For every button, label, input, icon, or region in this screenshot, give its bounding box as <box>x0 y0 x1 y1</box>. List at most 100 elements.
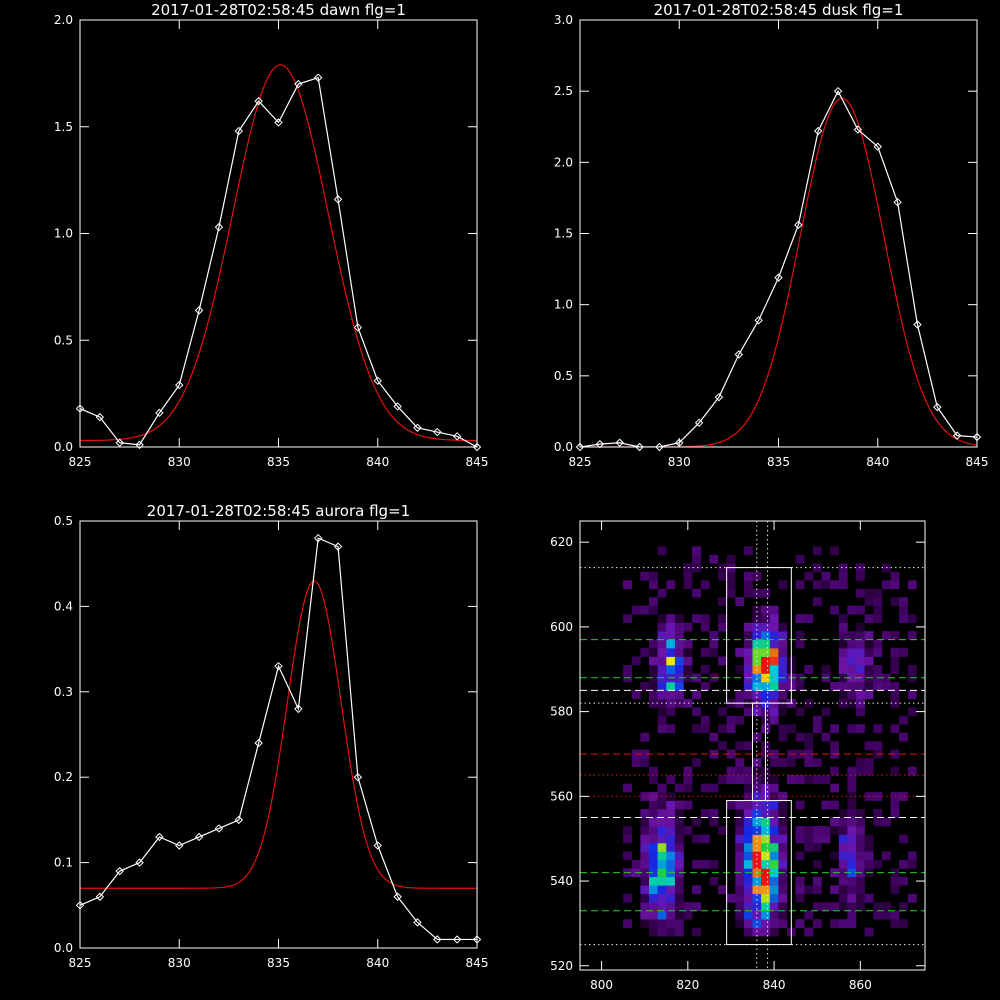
heatmap-cell <box>769 817 779 827</box>
heatmap-cell <box>743 800 753 810</box>
heatmap-cell <box>795 554 805 564</box>
heatmap-cell <box>864 639 874 649</box>
heatmap-cell <box>666 631 676 640</box>
heatmap-cell <box>830 902 839 911</box>
heatmap-cell <box>683 580 693 590</box>
heatmap-cell <box>649 766 658 776</box>
chart-title: 2017-01-28T02:58:45 aurora flg=1 <box>147 502 410 520</box>
x-tick-label: 840 <box>366 956 389 970</box>
heatmap-cell <box>657 885 667 895</box>
data-point <box>175 841 184 850</box>
heatmap-cell <box>743 682 753 691</box>
heatmap-cell <box>838 563 848 573</box>
heatmap-cell <box>726 775 736 784</box>
heatmap-cell <box>769 622 779 632</box>
heatmap-cell <box>666 826 676 835</box>
heatmap-cell <box>830 783 839 793</box>
heatmap-cell <box>657 690 667 700</box>
heatmap-cell <box>726 749 736 759</box>
heatmap-cell <box>838 859 848 869</box>
x-tick-label: 835 <box>767 455 790 469</box>
heatmap-cell <box>899 614 908 623</box>
heatmap-cell <box>890 665 900 674</box>
heatmap-cell <box>795 732 805 742</box>
heatmap-cell <box>752 842 762 852</box>
heatmap-cell <box>649 868 658 878</box>
data-point <box>194 832 204 842</box>
heatmap-cell <box>812 885 822 895</box>
heatmap-cell <box>666 919 676 928</box>
heatmap-cell <box>873 817 883 827</box>
heatmap-cell <box>769 800 779 810</box>
heatmap-cell <box>769 919 779 928</box>
heatmap-cell <box>821 732 831 742</box>
heatmap-cell <box>683 673 693 683</box>
heatmap-cell <box>838 893 848 903</box>
heatmap-cell <box>674 809 684 818</box>
heatmap-cell <box>795 631 805 640</box>
heatmap-cell <box>640 749 650 759</box>
heatmap-cell <box>890 656 900 666</box>
heatmap-cell <box>683 766 693 776</box>
chart-title: 2017-01-28T02:58:45 dawn flg=1 <box>151 1 406 19</box>
heatmap-cell <box>907 614 917 623</box>
heatmap-cell <box>683 622 693 632</box>
heatmap-cell <box>640 859 650 869</box>
heatmap-cell <box>735 834 745 844</box>
heatmap-cell <box>899 919 908 928</box>
heatmap-cell <box>795 876 805 886</box>
data-point <box>333 195 343 204</box>
heatmap-cell <box>700 682 710 691</box>
heatmap-cell <box>864 682 874 691</box>
heatmap-cell <box>761 690 770 700</box>
heatmap-cell <box>735 919 745 928</box>
heatmap-cell <box>735 809 745 818</box>
heatmap-cell <box>623 580 632 590</box>
heatmap-cell <box>864 859 874 869</box>
y-tick-label: 0.4 <box>54 599 73 613</box>
heatmap-cell <box>649 571 658 581</box>
heatmap-cell <box>769 826 779 835</box>
heatmap-cell <box>830 741 839 751</box>
heatmap-cell <box>692 690 701 700</box>
heatmap-cell <box>657 842 667 852</box>
heatmap-cell <box>864 588 874 598</box>
heatmap-cell <box>649 639 658 649</box>
heatmap-cell <box>657 809 667 818</box>
heatmap-cell <box>640 571 650 581</box>
heatmap-cell <box>838 639 848 649</box>
heatmap-cell <box>735 910 745 920</box>
heatmap-cell <box>769 758 779 767</box>
heatmap-cell <box>864 851 874 861</box>
heatmap-cell <box>631 605 641 615</box>
heatmap-cell <box>769 859 779 869</box>
heatmap-cell <box>778 842 788 852</box>
heatmap-cell <box>778 834 788 844</box>
heatmap-cell <box>812 902 822 911</box>
heatmap-cell <box>674 859 684 869</box>
heatmap-cell <box>856 859 865 869</box>
data-point <box>373 841 382 850</box>
heatmap-cell <box>761 648 770 657</box>
heatmap-cell <box>804 665 814 674</box>
heatmap-cell <box>743 639 753 649</box>
heatmap-cell <box>873 639 883 649</box>
heatmap-cell <box>743 580 753 590</box>
y-tick-label: 0.3 <box>54 685 73 699</box>
heatmap-cell <box>666 885 676 895</box>
plot-frame <box>79 520 478 949</box>
heatmap-cell <box>804 910 814 920</box>
heatmap-cell <box>769 715 779 725</box>
heatmap-cell <box>907 859 917 869</box>
heatmap-cell <box>743 927 753 937</box>
heatmap-cell <box>761 910 770 920</box>
x-tick-label: 825 <box>69 956 92 970</box>
heatmap-cell <box>709 783 719 793</box>
y-tick-label: 0.1 <box>54 856 73 870</box>
heatmap-cell <box>709 876 719 886</box>
heatmap-cell <box>778 707 788 717</box>
heatmap-cell <box>649 902 658 911</box>
heatmap-cell <box>847 876 857 886</box>
heatmap-cell <box>769 885 779 895</box>
heatmap-cell <box>778 859 788 869</box>
